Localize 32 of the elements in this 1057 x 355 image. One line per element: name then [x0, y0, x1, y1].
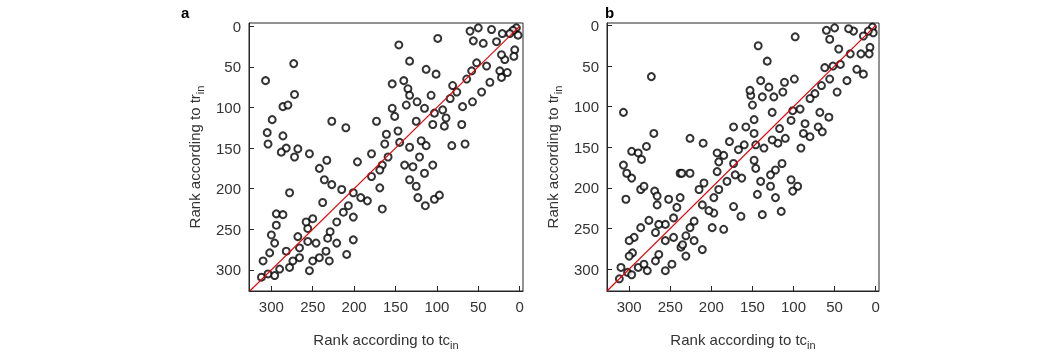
y-tick-label: 300 — [573, 260, 599, 278]
x-tick-label: 100 — [781, 298, 807, 315]
x-tick-label: 300 — [258, 298, 284, 315]
y-tick-label: 200 — [573, 179, 599, 197]
y-tick-label: 150 — [215, 139, 241, 157]
y-tick-label: 100 — [215, 98, 241, 116]
y-axis-title: Rank according to trin — [186, 85, 206, 229]
y-tick-label: 250 — [573, 219, 599, 237]
x-tick-label: 150 — [383, 298, 409, 315]
y-tick-label: 200 — [215, 180, 241, 198]
chart-title: b — [605, 4, 615, 21]
x-tick-label: 0 — [515, 298, 524, 315]
x-tick-label: 50 — [469, 298, 487, 315]
y-tick-label: 0 — [232, 17, 241, 35]
y-tick-label: 300 — [215, 261, 241, 279]
x-tick-label: 200 — [698, 298, 724, 315]
x-tick-label: 250 — [300, 298, 326, 315]
x-tick-label: 200 — [341, 298, 367, 315]
x-tick-label: 300 — [616, 298, 642, 315]
x-tick-label: 100 — [424, 298, 450, 315]
x-tick-label: 0 — [871, 298, 880, 315]
y-tick-label: 0 — [590, 16, 599, 34]
x-tick-label: 250 — [657, 298, 683, 315]
y-tick-label: 250 — [215, 220, 241, 238]
x-tick-label: 150 — [739, 298, 765, 315]
y-tick-label: 150 — [573, 138, 599, 156]
y-axis-title: Rank according to trin — [544, 85, 564, 229]
x-tick-label: 50 — [826, 298, 843, 315]
y-tick-label: 50 — [224, 58, 241, 76]
chart-title: a — [181, 4, 190, 21]
y-tick-label: 50 — [582, 57, 599, 75]
y-tick-label: 100 — [573, 98, 599, 116]
